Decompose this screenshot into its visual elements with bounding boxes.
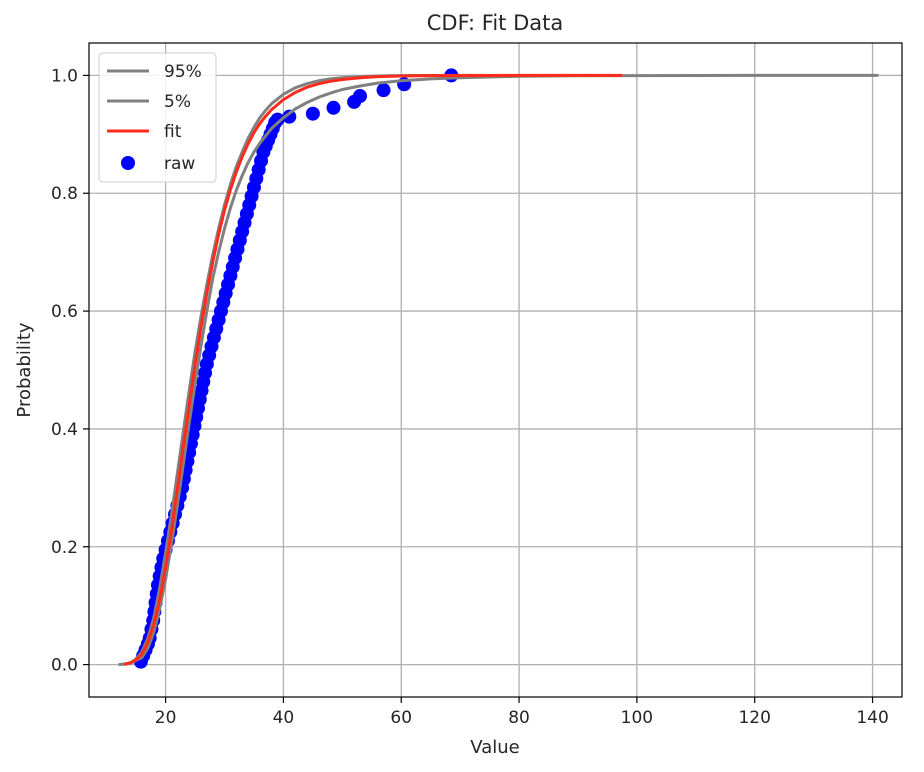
y-tick-label: 0.4: [51, 420, 78, 440]
y-tick-label: 0.6: [51, 302, 78, 322]
chart-title: CDF: Fit Data: [427, 11, 563, 35]
legend-label-5: 5%: [164, 92, 191, 112]
legend-label-fit: fit: [164, 122, 182, 142]
axis-ticks: 20 40 60 80 100 120 140 0.0 0.2 0.4 0.6 0.8 1.0: [51, 66, 889, 728]
raw-data-point: [326, 100, 341, 115]
x-tick-label: 100: [621, 708, 653, 728]
plot-area: [118, 68, 879, 669]
raw-data-point: [305, 106, 320, 121]
raw-data-point: [353, 89, 367, 104]
legend-label-raw: raw: [164, 154, 195, 174]
grid: [89, 43, 902, 697]
x-tick-label: 40: [273, 708, 295, 728]
y-tick-label: 0.0: [51, 656, 78, 676]
y-axis-label: Probability: [14, 322, 35, 417]
y-tick-label: 0.2: [51, 538, 78, 558]
x-tick-label: 120: [738, 708, 770, 728]
axes-frame: [88, 42, 903, 698]
band-95-line: [121, 73, 490, 667]
legend-swatch-raw: [121, 156, 135, 170]
legend-label-95: 95%: [164, 62, 202, 82]
band-5-line: [118, 73, 879, 667]
x-tick-label: 60: [390, 708, 412, 728]
y-tick-label: 0.8: [51, 184, 78, 204]
legend-box: [98, 52, 217, 183]
x-axis-label: Value: [470, 737, 519, 758]
legend: 95% 5% fit raw: [98, 52, 217, 183]
x-tick-label: 80: [508, 708, 530, 728]
fit-line: [123, 73, 623, 667]
y-tick-label: 1.0: [51, 66, 78, 86]
raw-data-point: [270, 112, 285, 127]
raw-data-point: [376, 83, 391, 98]
x-tick-label: 20: [155, 708, 177, 728]
raw-data-point: [282, 109, 297, 124]
x-tick-label: 140: [856, 708, 888, 728]
